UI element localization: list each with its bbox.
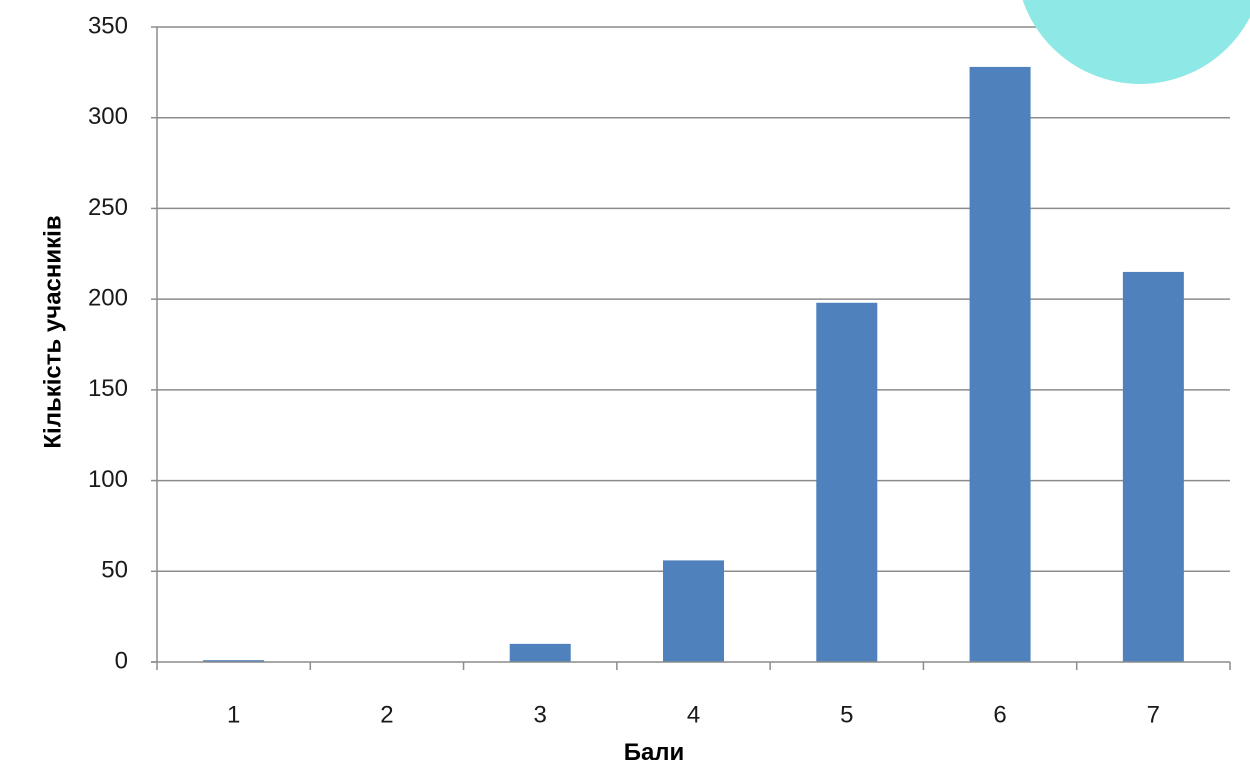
y-tick-label: 300	[88, 103, 128, 130]
bars	[203, 66, 1184, 663]
decorative-circle	[1022, 0, 1250, 84]
y-tick-label: 100	[88, 466, 128, 493]
y-tick-label: 150	[88, 375, 128, 402]
y-tick-label: 250	[88, 194, 128, 221]
bar-6	[969, 66, 1031, 662]
x-tick-labels: 1 2 3 4 5 6 7	[227, 701, 1160, 728]
x-tick-label: 3	[534, 701, 547, 728]
y-tick-labels: 0 50 100 150 200 250 300 350	[88, 12, 128, 674]
x-tick-label: 4	[687, 701, 700, 728]
y-tick-label: 0	[115, 647, 128, 674]
x-tick-label: 6	[993, 701, 1006, 728]
x-tick-label: 2	[380, 701, 393, 728]
x-tick-label: 5	[840, 701, 853, 728]
y-axis-title: Кількість учасників	[39, 215, 66, 448]
bar-4	[663, 560, 724, 662]
y-tick-label: 350	[88, 12, 128, 39]
x-tick-label: 1	[227, 701, 240, 728]
bar-3	[509, 643, 571, 662]
bar-5	[816, 302, 878, 662]
axes	[151, 26, 1231, 670]
gridlines	[157, 26, 1230, 573]
x-tick-label: 7	[1147, 701, 1160, 728]
x-axis-title: Бали	[624, 739, 685, 766]
y-tick-label: 200	[88, 284, 128, 311]
bar-1	[203, 660, 265, 663]
bar-7	[1122, 271, 1184, 662]
y-tick-label: 50	[101, 557, 128, 584]
